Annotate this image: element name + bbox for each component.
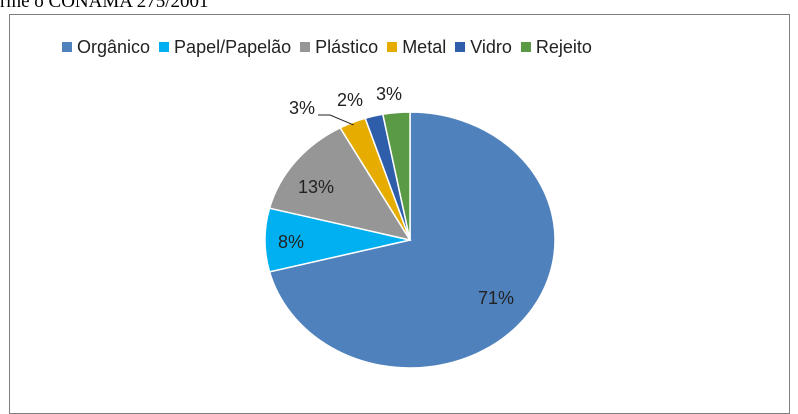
pie-chart: 71% 8% 13% 3% 2% 3% — [264, 84, 556, 369]
legend-item-organico: Orgânico — [62, 37, 150, 58]
data-label-organico: 71% — [478, 288, 514, 308]
data-label-plastico: 13% — [298, 177, 334, 197]
pie-slice-organico — [268, 111, 556, 369]
data-label-papel: 8% — [278, 232, 304, 252]
legend-swatch-vidro — [455, 42, 466, 52]
data-label-metal: 3% — [289, 98, 315, 118]
legend-label-papel: Papel/Papelão — [174, 36, 292, 57]
leader-line-metal — [318, 114, 354, 126]
legend-item-papel: Papel/Papelão — [159, 37, 291, 58]
legend-item-metal: Metal — [387, 37, 446, 58]
legend-swatch-papel — [159, 42, 170, 52]
legend-label-organico: Orgânico — [77, 36, 151, 57]
legend-swatch-organico — [62, 42, 72, 52]
legend-label-vidro: Vidro — [470, 36, 512, 57]
legend-swatch-plastico — [300, 42, 311, 52]
legend-swatch-metal — [387, 42, 398, 52]
legend-item-vidro: Vidro — [455, 37, 512, 58]
legend-swatch-rejeito — [520, 42, 531, 52]
pie-slice-plastico — [268, 126, 412, 242]
legend-label-plastico: Plástico — [315, 36, 379, 57]
data-label-vidro: 2% — [337, 90, 363, 110]
legend-label-metal: Metal — [402, 36, 447, 57]
legend-item-plastico: Plástico — [300, 37, 378, 58]
pie-slice-rejeito — [381, 111, 411, 241]
legend-item-rejeito: Rejeito — [520, 36, 592, 58]
header-text-fragment: rme o CONAMA 275/2001 — [0, 0, 209, 12]
legend-label-rejeito: Rejeito — [535, 36, 592, 57]
data-label-rejeito: 3% — [376, 84, 402, 104]
chart-legend: Orgânico Papel/Papelão Plástico Metal Vi… — [62, 36, 782, 58]
